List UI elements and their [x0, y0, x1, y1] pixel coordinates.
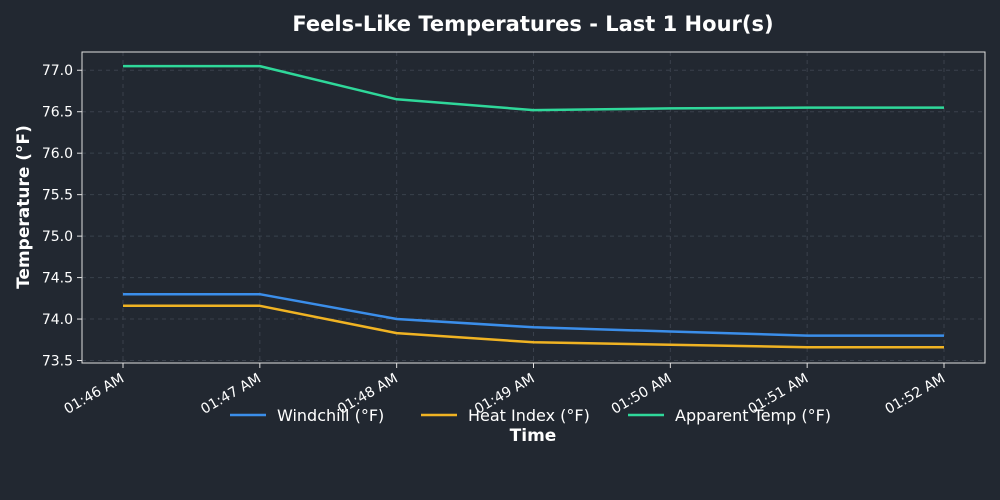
y-tick-label: 74.0 — [42, 312, 73, 328]
legend-label: Apparent Temp (°F) — [675, 406, 831, 425]
x-tick-label: 01:47 AM — [198, 371, 264, 418]
x-tick-label: 01:52 AM — [882, 371, 948, 418]
y-tick-label: 76.0 — [42, 146, 73, 162]
y-tick-label: 77.0 — [42, 63, 73, 79]
grid-lines — [82, 52, 985, 363]
y-tick-label: 74.5 — [42, 271, 73, 287]
x-axis-label: Time — [510, 426, 557, 446]
x-tick-label: 01:50 AM — [609, 371, 675, 418]
y-tick-labels: 73.5 74.0 74.5 75.0 75.5 76.0 76.5 77.0 — [42, 63, 82, 370]
chart-title: Feels-Like Temperatures - Last 1 Hour(s) — [292, 12, 773, 36]
x-tick-label: 01:46 AM — [61, 371, 127, 418]
series-line-1 — [123, 304, 944, 349]
legend: Windchill (°F) Heat Index (°F) Apparent Te… — [230, 406, 831, 425]
y-axis-label: Temperature (°F) — [14, 125, 34, 289]
legend-label: Windchill (°F) — [277, 406, 384, 425]
y-tick-label: 73.5 — [42, 354, 73, 370]
y-tick-label: 75.5 — [42, 188, 73, 204]
y-tick-label: 75.0 — [42, 229, 73, 245]
series-line-2 — [123, 64, 944, 112]
legend-label: Heat Index (°F) — [468, 406, 590, 425]
series-line-0 — [123, 292, 944, 337]
series-lines — [123, 64, 944, 349]
y-tick-label: 76.5 — [42, 105, 73, 121]
